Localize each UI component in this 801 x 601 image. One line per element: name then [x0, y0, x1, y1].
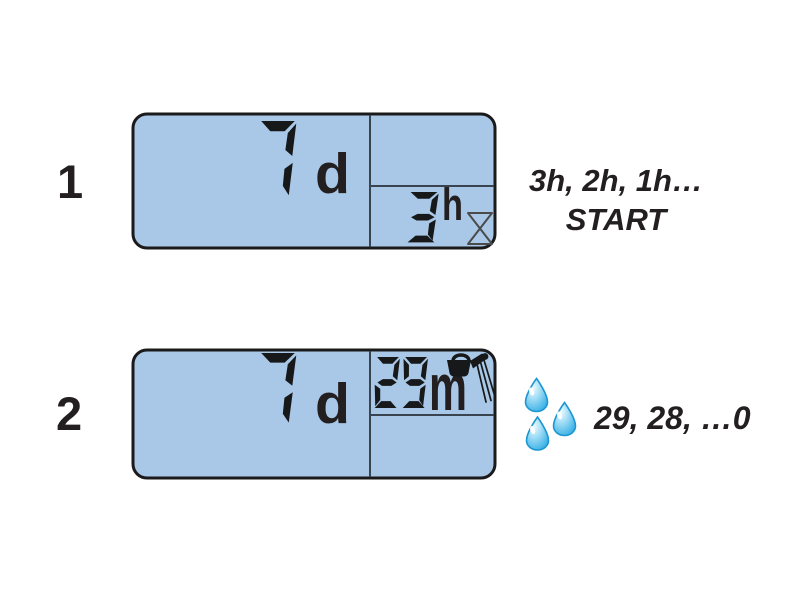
lcd-panel-step-1: d h	[131, 112, 497, 250]
days-unit-label: d	[315, 372, 350, 436]
watering-can-icon	[447, 353, 497, 403]
days-unit-label: d	[315, 142, 350, 206]
days-digit-display	[261, 121, 297, 196]
lcd-screen	[131, 112, 497, 250]
hourglass-icon	[467, 212, 493, 245]
water-drop-icon	[525, 416, 550, 451]
step-2-annotation: 29, 28, …0	[594, 400, 751, 436]
countdown-digit-display	[374, 357, 428, 408]
lcd-screen	[131, 348, 497, 480]
annotation-line: 29, 28, …0	[594, 400, 751, 436]
step-1-label: 1	[57, 155, 84, 208]
annotation-line: START	[565, 202, 667, 237]
lcd-panel-step-2: d m	[131, 348, 497, 480]
countdown-digit-display	[407, 192, 439, 243]
step-1-annotation: 3h, 2h, 1h… START	[511, 161, 721, 239]
water-drop-icon	[552, 401, 577, 437]
days-digit-display	[261, 353, 297, 423]
annotation-line: 3h, 2h, 1h…	[529, 163, 703, 198]
countdown-unit-label: h	[442, 179, 463, 230]
step-2-label: 2	[56, 387, 83, 440]
water-drop-icon	[524, 377, 549, 413]
spray-lines	[476, 359, 497, 403]
